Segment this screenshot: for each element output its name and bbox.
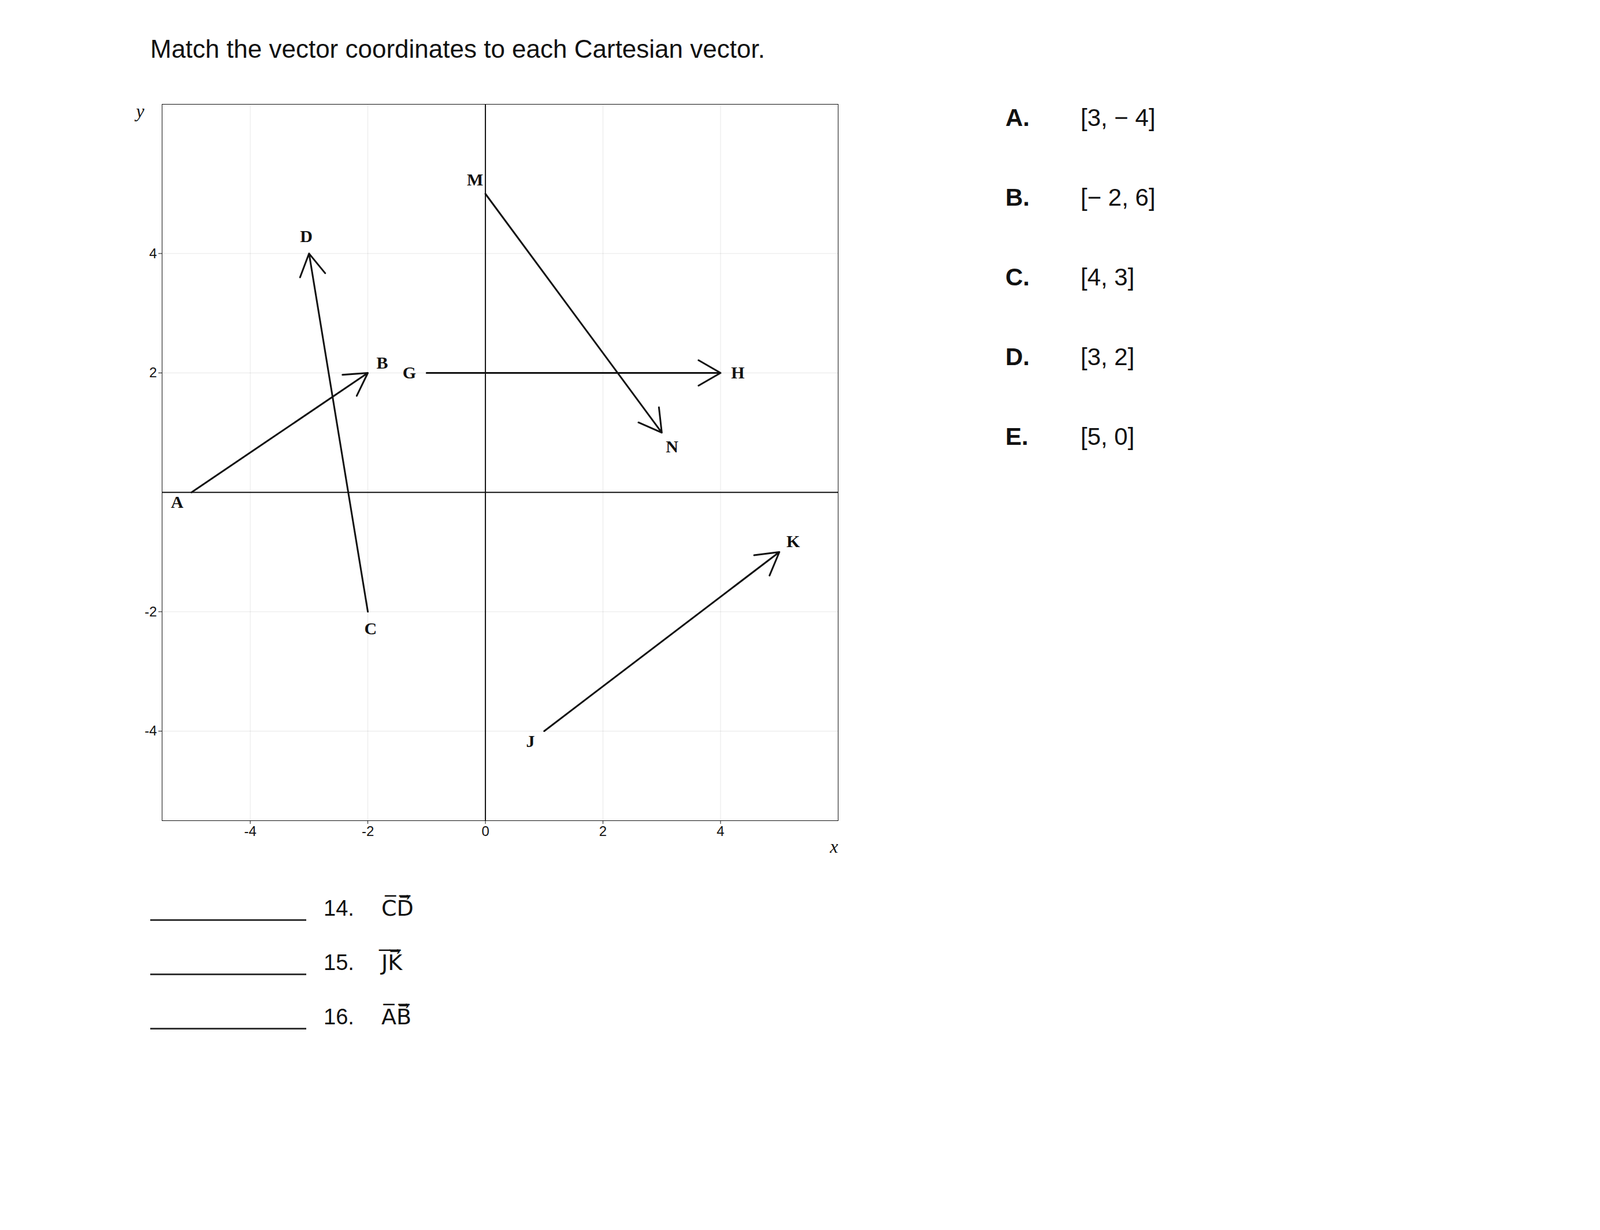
svg-text:y: y: [134, 100, 146, 122]
html-text:D.: D.: [1005, 343, 1030, 371]
svg-text:J: J: [525, 731, 535, 751]
svg-text:A: A: [171, 492, 184, 512]
svg-text:4: 4: [716, 823, 725, 840]
html-text:Match the vector coordinates t: Match the vector coordinates to each Car…: [150, 34, 765, 63]
html-text:B.: B.: [1005, 183, 1030, 211]
html-text:[− 2, 6]: [− 2, 6]: [1080, 183, 1156, 211]
svg-text:4: 4: [149, 245, 157, 262]
svg-text:-4: -4: [144, 722, 157, 739]
html-text:[5, 0]: [5, 0]: [1080, 422, 1135, 451]
svg-text:H: H: [730, 362, 745, 382]
html-text:[3, 2]: [3, 2]: [1080, 343, 1135, 371]
html-text:C̅D̅⃗: C̅D̅⃗: [381, 895, 414, 922]
svg-text:-4: -4: [243, 823, 256, 840]
html-text:[4, 3]: [4, 3]: [1080, 263, 1135, 291]
html-text:A̅B̅⃗: A̅B̅⃗: [381, 1004, 412, 1030]
svg-text:N: N: [665, 436, 679, 456]
html-text:[3, − 4]: [3, − 4]: [1080, 104, 1156, 132]
svg-text:G: G: [402, 362, 417, 382]
svg-text:K: K: [786, 531, 801, 551]
svg-text:2: 2: [149, 364, 157, 381]
svg-text:B: B: [376, 353, 388, 373]
html-text:E.: E.: [1005, 422, 1029, 451]
html-text:J̅K̅⃗: J̅K̅⃗: [381, 949, 403, 976]
html-text:16.: 16.: [323, 1004, 355, 1030]
svg-text:M: M: [466, 169, 484, 189]
html-text:14.: 14.: [323, 896, 355, 921]
svg-text:x: x: [829, 836, 838, 857]
svg-text:2: 2: [599, 823, 607, 840]
html-text:15.: 15.: [323, 950, 355, 975]
svg-text:-2: -2: [144, 603, 157, 620]
html-text:A.: A.: [1005, 104, 1030, 132]
svg-text:C: C: [364, 618, 378, 638]
svg-text:-2: -2: [361, 823, 374, 840]
svg-text:0: 0: [481, 823, 489, 840]
html-text:C.: C.: [1005, 263, 1030, 291]
svg-text:D: D: [299, 226, 313, 246]
